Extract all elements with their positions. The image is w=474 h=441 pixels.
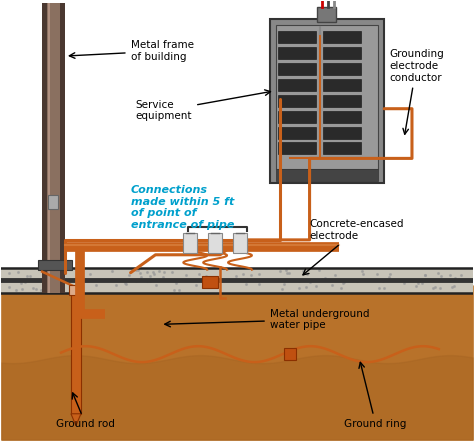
Bar (48, 4, 50, 292)
Bar (46, 4, 60, 292)
Bar (323, 127, 361, 138)
Bar (183, 233, 197, 253)
Bar (278, 63, 316, 75)
Bar (42, 4, 47, 292)
Bar (323, 47, 361, 59)
Bar (278, 142, 316, 154)
Bar (323, 111, 361, 123)
Bar (276, 25, 378, 169)
Bar (69, 284, 83, 295)
Text: Grounding
electrode
conductor: Grounding electrode conductor (389, 49, 444, 134)
Text: Connections
made within 5 ft
of point of
entrance of pipe: Connections made within 5 ft of point of… (131, 185, 234, 230)
Bar (278, 79, 316, 91)
Bar (278, 127, 316, 138)
Text: Service
equipment: Service equipment (136, 90, 271, 122)
Bar (48, 195, 58, 209)
Bar (278, 47, 316, 59)
Bar (71, 292, 81, 414)
Bar (284, 348, 296, 360)
Bar (1, 268, 473, 292)
Bar (323, 79, 361, 91)
Bar (323, 31, 361, 43)
Bar (276, 169, 378, 181)
Bar (208, 233, 222, 253)
Bar (317, 7, 337, 22)
Bar (278, 95, 316, 107)
Polygon shape (71, 414, 81, 426)
Bar (323, 63, 361, 75)
Text: Concrete-encased
electrode: Concrete-encased electrode (303, 219, 404, 275)
Bar (278, 31, 316, 43)
Bar (270, 19, 384, 183)
Text: Ground ring: Ground ring (345, 363, 407, 429)
Bar (233, 233, 247, 253)
Bar (323, 142, 361, 154)
Bar (202, 276, 218, 288)
Text: Metal frame
of building: Metal frame of building (69, 40, 193, 62)
Bar (323, 95, 361, 107)
Bar (278, 111, 316, 123)
Bar (60, 4, 65, 292)
Bar (38, 260, 72, 270)
Text: Metal underground
water pipe: Metal underground water pipe (165, 309, 369, 330)
Text: Ground rod: Ground rod (56, 393, 115, 429)
